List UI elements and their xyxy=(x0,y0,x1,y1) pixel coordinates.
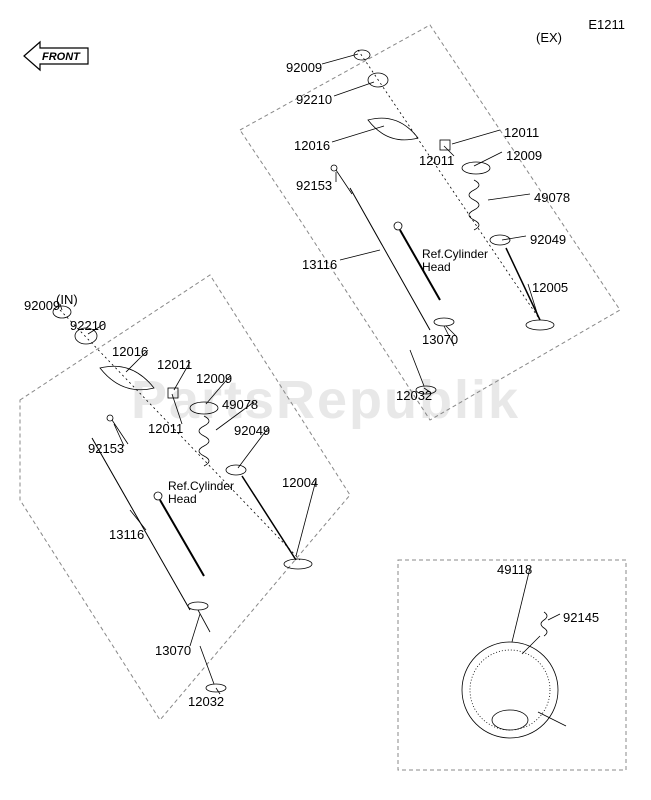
part-label-ex-92009: 92009 xyxy=(286,60,322,75)
ref-cyl-in: Ref.CylinderHead xyxy=(168,480,234,506)
part-label-in-92009: 92009 xyxy=(24,298,60,313)
part-label-cam-92145: 92145 xyxy=(563,610,599,625)
part-label-in-12032: 12032 xyxy=(188,694,224,709)
part-label-in-13116: 13116 xyxy=(109,527,144,542)
part-label-ex-12011b: 12011 xyxy=(504,125,539,140)
diagram-code: E1211 xyxy=(588,17,625,32)
diagram-container: PartsRepublik FRONT E1211 (IN) (EX) xyxy=(0,0,651,800)
part-label-ex-13116: 13116 xyxy=(302,257,337,272)
part-label-ex-92210: 92210 xyxy=(296,92,332,107)
part-label-ex-92153: 92153 xyxy=(296,178,332,193)
part-label-ex-12005: 12005 xyxy=(532,280,568,295)
part-label-in-12009: 12009 xyxy=(196,371,232,386)
part-label-ex-12011: 12011 xyxy=(419,153,454,168)
part-label-ex-49078: 49078 xyxy=(534,190,570,205)
part-label-in-49078: 49078 xyxy=(222,397,258,412)
parts-drawing xyxy=(0,0,651,800)
part-label-ex-12032: 12032 xyxy=(396,388,432,403)
ex-tag: (EX) xyxy=(536,30,562,45)
part-label-ex-12009: 12009 xyxy=(506,148,542,163)
part-label-in-12011: 12011 xyxy=(157,357,192,372)
part-label-in-92049: 92049 xyxy=(234,423,270,438)
part-label-cam-49118: 49118 xyxy=(497,562,532,577)
ref-cyl-ex: Ref.CylinderHead xyxy=(422,248,488,274)
part-label-ex-12016: 12016 xyxy=(294,138,330,153)
part-label-in-13070: 13070 xyxy=(155,643,191,658)
part-label-ex-13070: 13070 xyxy=(422,332,458,347)
part-label-in-12004: 12004 xyxy=(282,475,318,490)
part-label-in-12016: 12016 xyxy=(112,344,148,359)
part-label-in-92210: 92210 xyxy=(70,318,106,333)
part-label-in-12011b: 12011 xyxy=(148,421,183,436)
part-label-ex-92049: 92049 xyxy=(530,232,566,247)
part-label-in-92153: 92153 xyxy=(88,441,124,456)
